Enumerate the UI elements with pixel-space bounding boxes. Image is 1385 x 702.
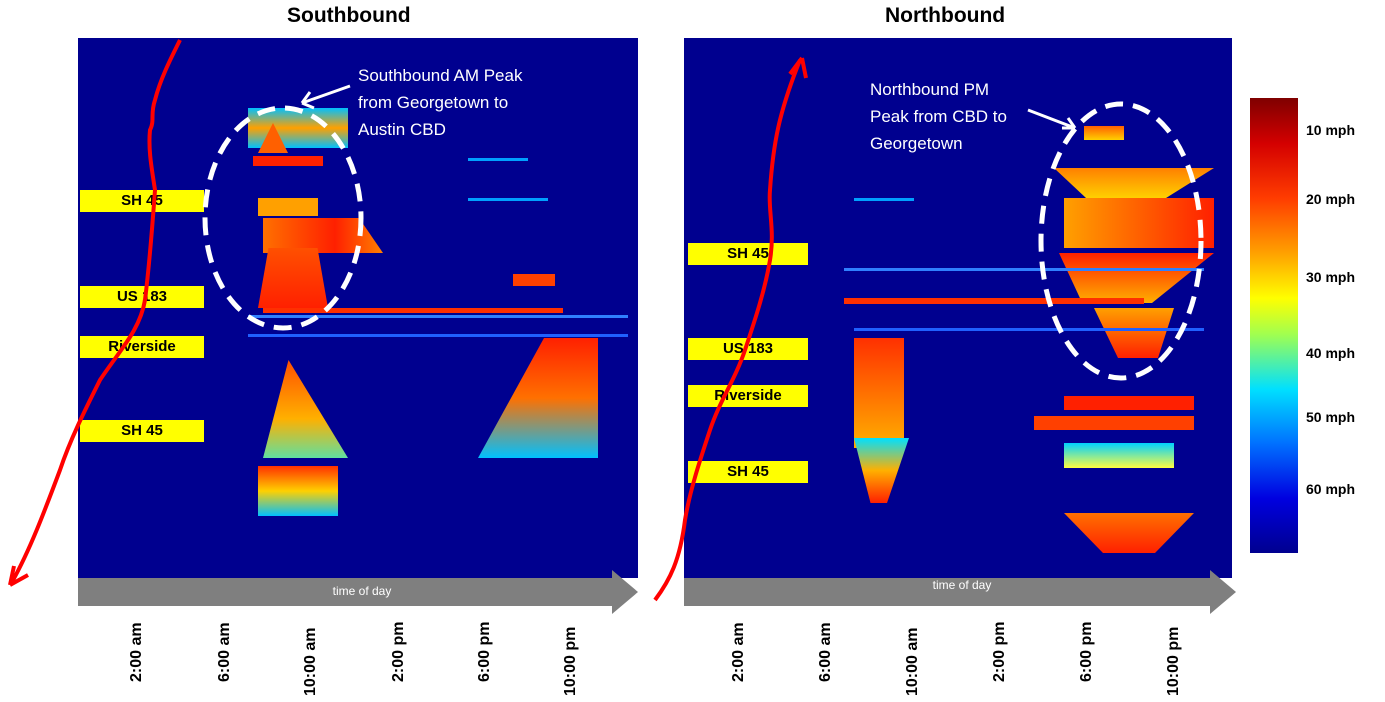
congestion-region [258, 198, 318, 216]
colorbar-label: 40 mph [1306, 345, 1356, 361]
x-axis-label: time of day [332, 584, 392, 598]
congestion-streak [854, 198, 914, 201]
annotation-line: Georgetown [870, 134, 963, 153]
road-label-sh45: SH 45 [80, 420, 204, 442]
congestion-streak [854, 328, 1204, 331]
congestion-region [258, 248, 328, 308]
congestion-region [1064, 396, 1194, 410]
northbound-route-line [653, 59, 802, 602]
congestion-region [1064, 198, 1214, 248]
congestion-region [854, 338, 904, 448]
northbound-peak-ellipse [1038, 101, 1204, 381]
northbound-pointer-arrow [1027, 108, 1077, 130]
southbound-pointer-arrow [300, 84, 351, 110]
congestion-region [258, 466, 338, 516]
annotation-line: Southbound AM Peak [358, 66, 523, 85]
arrow-head-icon [612, 570, 638, 614]
arrow-head-icon [1210, 570, 1236, 614]
congestion-region [263, 308, 563, 313]
time-axis-arrow [78, 578, 612, 606]
colorbar-label: 30 mph [1306, 269, 1356, 285]
road-label-us183: US 183 [80, 286, 204, 308]
congestion-region [253, 156, 323, 166]
colorbar-label: 10 mph [1306, 122, 1356, 138]
road-label-us183: US 183 [688, 338, 808, 360]
northbound-title: Northbound [885, 4, 1006, 27]
congestion-streak [248, 334, 628, 337]
arrow-head-icon [788, 56, 808, 79]
road-label-sh45: SH 45 [688, 243, 808, 265]
annotation-line: Austin CBD [358, 120, 446, 139]
annotation-line: Northbound PM [870, 80, 990, 99]
x-axis-label: time of day [932, 578, 992, 592]
road-label-sh45: SH 45 [688, 461, 808, 483]
southbound-heatmap [78, 38, 638, 578]
southbound-route-line [10, 39, 182, 583]
arrow-head-icon [8, 565, 29, 587]
congestion-region [844, 298, 1144, 304]
southbound-annotation: Southbound AM Peak from Georgetown to Au… [358, 62, 522, 143]
congestion-region [1034, 416, 1194, 430]
southbound-title: Southbound [287, 4, 411, 27]
time-axis-arrow [684, 578, 1210, 606]
annotation-line: from Georgetown to [358, 93, 509, 112]
colorbar-label: 60 mph [1306, 481, 1356, 497]
colorbar-label: 50 mph [1306, 409, 1356, 425]
congestion-region [1084, 126, 1124, 140]
congestion-region [1064, 443, 1174, 468]
congestion-streak [468, 158, 528, 161]
colorbar [1250, 98, 1298, 553]
road-label-riverside: Riverside [688, 385, 808, 407]
colorbar-label: 20 mph [1306, 191, 1356, 207]
southbound-peak-ellipse [202, 105, 364, 331]
congestion-region [513, 274, 555, 286]
congestion-streak [468, 198, 548, 201]
northbound-heatmap [684, 38, 1232, 578]
congestion-streak [248, 315, 628, 318]
congestion-streak [844, 268, 1204, 271]
annotation-line: Peak from CBD to [870, 107, 1007, 126]
northbound-annotation: Northbound PM Peak from CBD to Georgetow… [870, 76, 1007, 157]
